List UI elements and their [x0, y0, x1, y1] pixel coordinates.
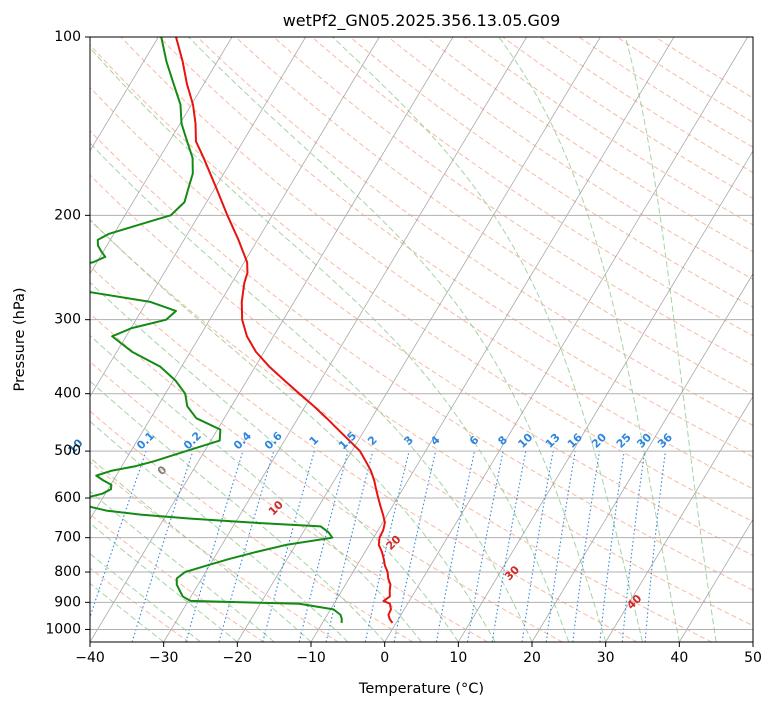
dry-adiabat-line [90, 360, 488, 642]
x-tick-label: 20 [523, 650, 541, 666]
dry-adiabat-line [90, 513, 264, 642]
plot-area [90, 37, 753, 642]
mixing-ratio-line [325, 450, 374, 642]
mixing-ratio-lines [90, 450, 666, 642]
y-tick-label: 700 [54, 530, 81, 546]
chart-title: wetPf2_GN05.2025.356.13.05.G09 [283, 11, 561, 31]
moist-adiabat-line [188, 37, 607, 642]
mixing-ratio-line [218, 450, 275, 642]
sounding-profiles [90, 37, 394, 624]
y-tick-label: 200 [54, 207, 81, 223]
moist-adiabat-line [332, 37, 643, 642]
y-tick-label: 300 [54, 312, 81, 328]
mixing-ratio-line [185, 450, 244, 642]
dry-adiabat-line [235, 37, 753, 396]
plot-frame [89, 36, 754, 643]
moist-adiabat-line [90, 490, 275, 642]
x-tick-label: −30 [149, 650, 179, 666]
x-tick-label: 10 [449, 650, 467, 666]
y-tick-label: 900 [54, 594, 81, 610]
x-tick-label: 50 [744, 650, 762, 666]
moist-adiabat-line [498, 37, 680, 642]
mixing-ratio-line [572, 451, 601, 642]
dry-adiabats [90, 37, 753, 642]
dry-adiabat-line [120, 37, 753, 490]
mixing-ratio-line [131, 450, 194, 642]
y-tick-label: 800 [54, 564, 81, 580]
dry-adiabat-line [311, 37, 753, 337]
isotherm-line [90, 37, 454, 642]
isotherm-line [90, 37, 159, 152]
dry-adiabat-line [273, 37, 753, 366]
y-tick-label: 600 [54, 490, 81, 506]
pressure-gridlines [90, 37, 753, 630]
x-axis-ticks: −40 −30 −20 −10 0 10 20 30 40 50 [75, 642, 762, 666]
dry-adiabat-line [90, 130, 753, 591]
mixing-ratio-line [599, 451, 625, 642]
dry-adiabat-line [90, 265, 638, 642]
y-tick-label: 400 [54, 386, 81, 402]
isotherm-line [678, 518, 753, 642]
mixing-ratio-line [298, 450, 349, 642]
dry-adiabat-line [90, 461, 339, 642]
isotherm-line [457, 150, 753, 642]
mixing-ratio-line [621, 451, 646, 642]
mixing-ratio-line [644, 451, 666, 642]
x-axis-title: Temperature (°C) [358, 681, 484, 697]
mixing-ratio-line [545, 451, 576, 642]
mixing-ratio-line [521, 451, 554, 642]
moist-adiabat-line [90, 380, 386, 642]
moist-adiabat-line [624, 37, 717, 642]
moist-adiabat-line [90, 218, 496, 642]
dry-adiabat-line [90, 312, 563, 642]
moist-adiabat-line [90, 582, 164, 642]
x-tick-label: 40 [670, 650, 688, 666]
moist-adiabat-line [90, 552, 201, 642]
dry-adiabat-line [90, 219, 712, 642]
isotherm-line [384, 37, 749, 642]
isotherms [90, 37, 753, 642]
isotherm-line [310, 37, 675, 642]
y-axis-ticks: 100 200 300 400 500 600 700 800 900 1000 [45, 29, 90, 637]
x-tick-label: −20 [223, 650, 253, 666]
temperature-profile [175, 37, 394, 624]
dry-adiabat-line [90, 44, 753, 523]
x-tick-label: −40 [75, 650, 105, 666]
isotherm-line [90, 37, 380, 520]
moist-adiabat-line [90, 47, 570, 642]
y-axis-title: Pressure (hPa) [12, 287, 28, 391]
isotherm-line [236, 37, 601, 642]
grid-lines [90, 37, 753, 642]
x-tick-label: 0 [380, 650, 389, 666]
isotherm-line [90, 37, 233, 275]
isotherm-line [90, 37, 307, 398]
isotherm-line [163, 37, 528, 642]
moist-adiabat-line [90, 522, 238, 642]
y-tick-label: 500 [54, 443, 81, 459]
mixing-ratio-line [262, 450, 315, 642]
x-tick-label: −10 [296, 650, 326, 666]
moist-adiabat-line [90, 142, 533, 642]
y-tick-label: 1000 [45, 621, 81, 637]
dry-adiabat-line [158, 37, 753, 458]
x-tick-label: 30 [597, 650, 615, 666]
isotherm-line [531, 272, 753, 642]
y-tick-label: 100 [54, 29, 81, 45]
dry-adiabat-line [90, 86, 753, 557]
dewpoint-profile [90, 37, 343, 623]
isotherm-line [605, 395, 753, 642]
mixing-ratio-line [364, 450, 410, 642]
moist-adiabat-line [90, 420, 349, 642]
moist-adiabats [90, 37, 717, 642]
